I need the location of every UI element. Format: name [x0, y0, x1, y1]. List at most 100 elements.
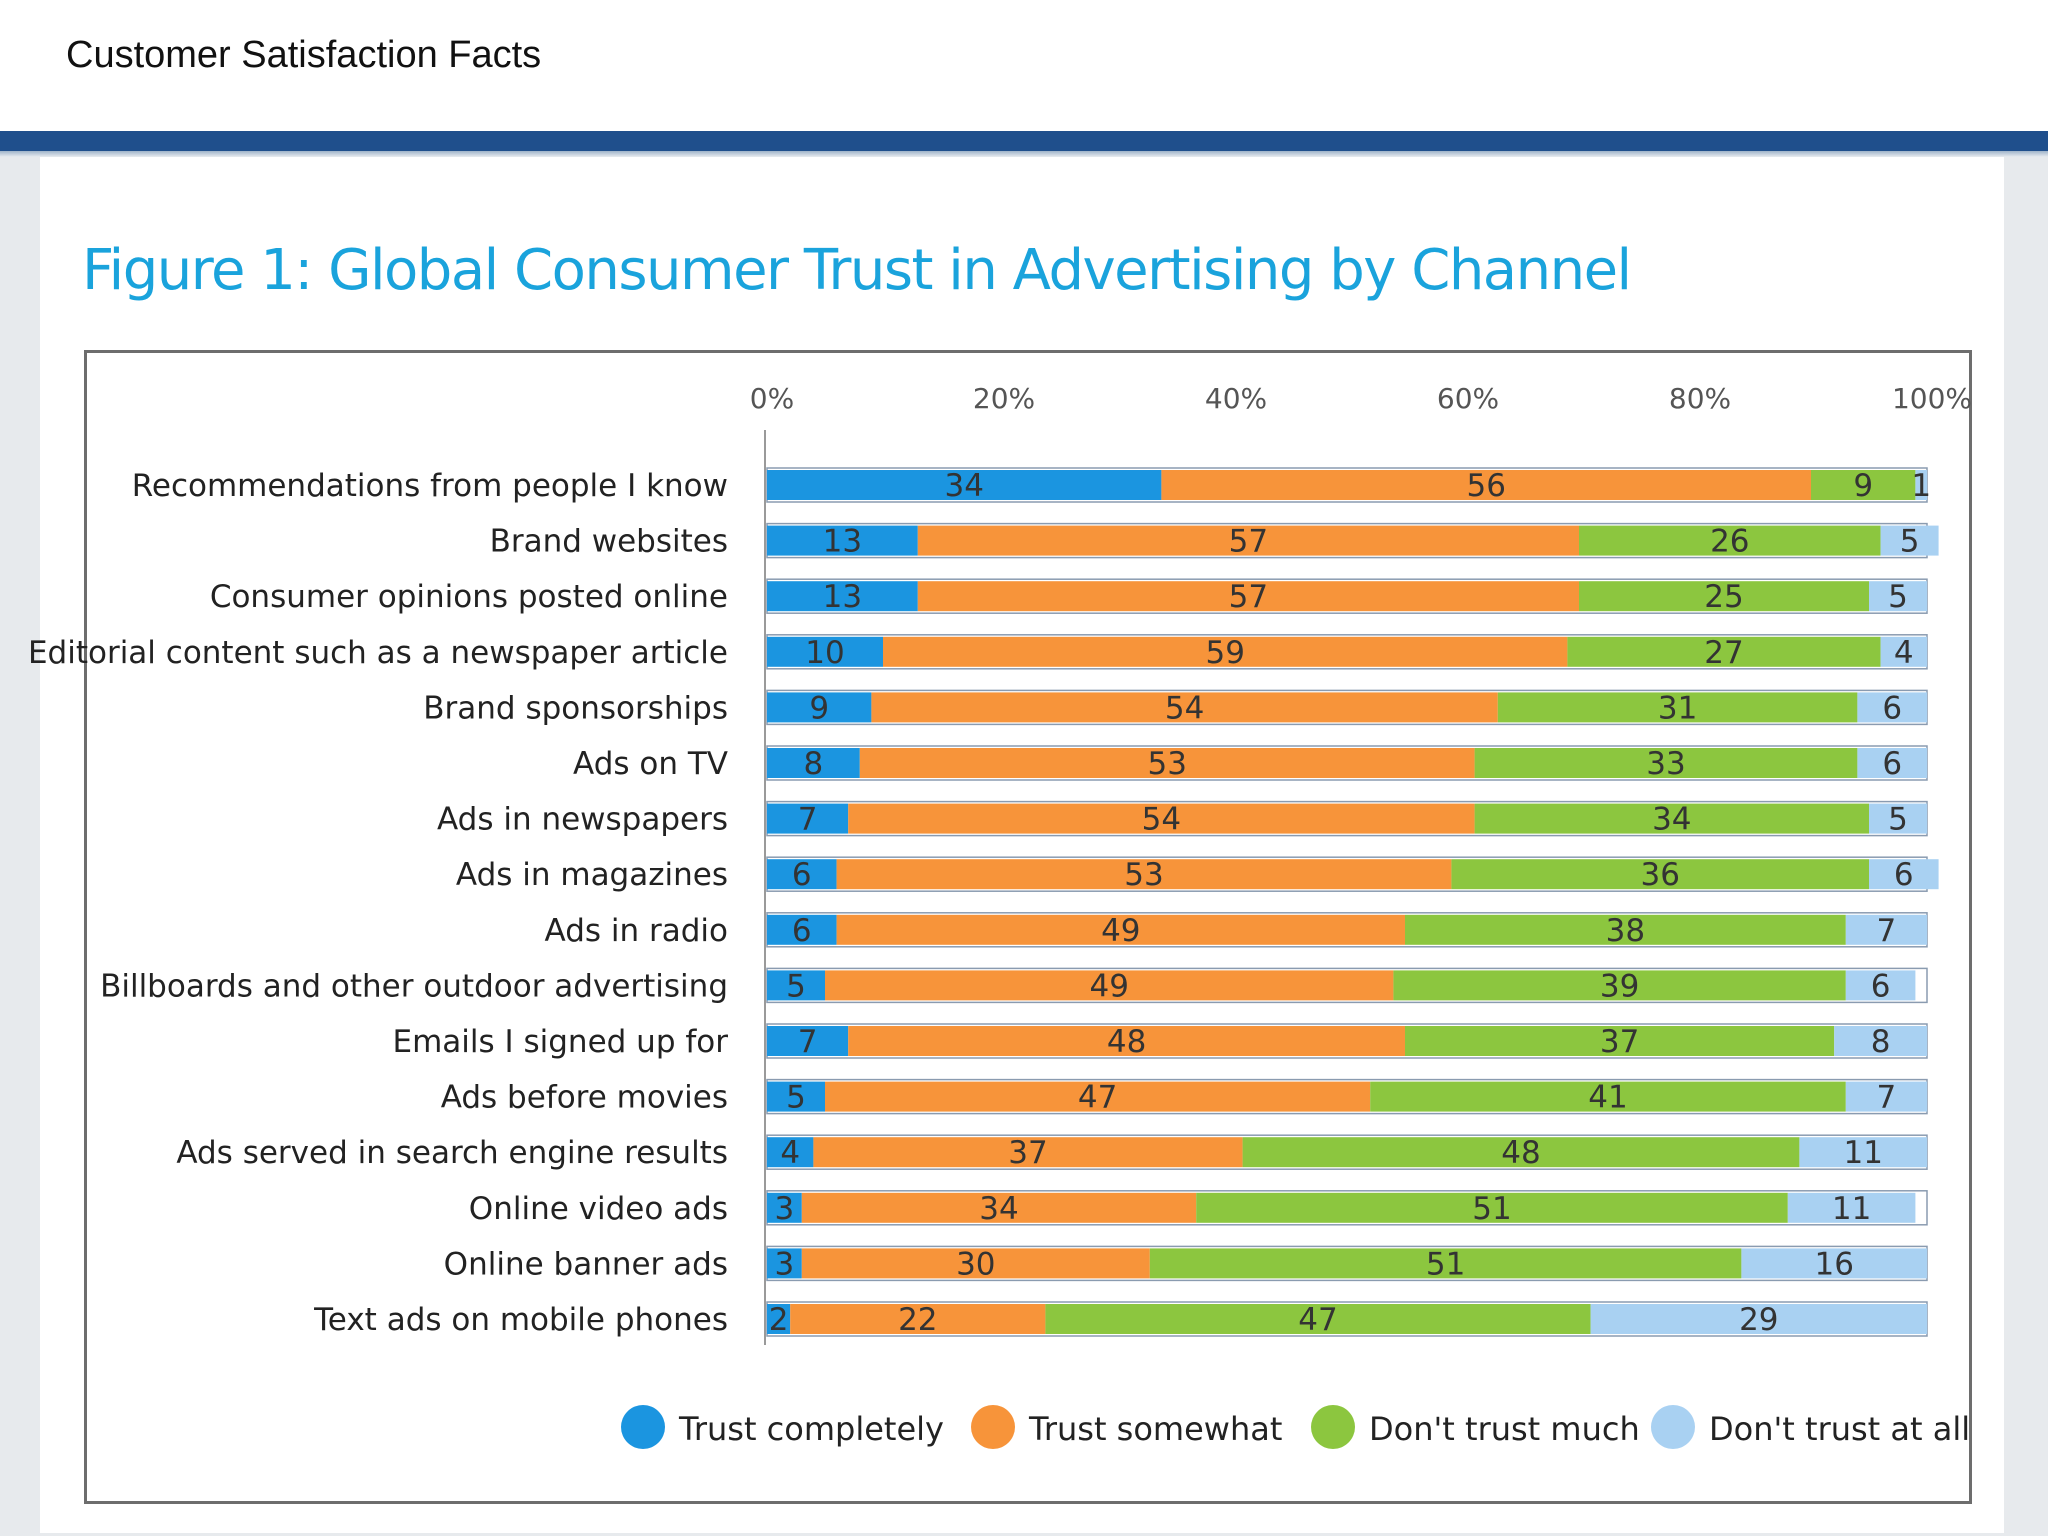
category-label: Editorial content such as a newspaper ar… — [28, 635, 728, 671]
bar-value-label: 49 — [1101, 913, 1140, 949]
bar-value-label: 59 — [1205, 635, 1244, 671]
bar-value-label: 53 — [1147, 746, 1186, 782]
bar-segment — [1880, 636, 1927, 667]
bar-value-label: 53 — [1124, 857, 1163, 893]
bar-value-label: 6 — [1882, 690, 1902, 726]
bar-value-label: 51 — [1472, 1191, 1511, 1227]
bar-value-label: 6 — [1882, 746, 1902, 782]
bar-segment — [767, 525, 918, 556]
bar-value-label: 47 — [1298, 1302, 1337, 1338]
bar-value-label: 30 — [956, 1246, 995, 1282]
bar-value-label: 2 — [769, 1302, 789, 1338]
bar-value-label: 22 — [898, 1302, 937, 1338]
bar-value-label: 1 — [1911, 468, 1931, 504]
bar-value-label: 5 — [1888, 802, 1908, 838]
bar-value-label: 34 — [1652, 802, 1691, 838]
bar-segment — [1869, 581, 1927, 612]
bar-segment — [767, 914, 837, 945]
legend-label: Don't trust at all — [1709, 1410, 1970, 1448]
bar-segment — [1451, 859, 1869, 890]
bar-segment — [1405, 1026, 1835, 1056]
bar-value-label: 38 — [1606, 913, 1645, 949]
bar-segment — [1474, 748, 1858, 778]
bar-value-label: 54 — [1165, 690, 1204, 726]
header-shadow — [0, 151, 2048, 157]
bar-value-label: 3 — [775, 1246, 795, 1282]
bar-segment — [767, 1248, 802, 1279]
bar-value-label: 8 — [1871, 1024, 1891, 1060]
x-tick-label: 60% — [1437, 382, 1499, 415]
bar-segment — [767, 581, 918, 612]
bar-segment — [848, 803, 1475, 834]
category-label: Ads served in search engine results — [176, 1135, 728, 1171]
bar-value-label: 57 — [1229, 579, 1268, 615]
bar-value-label: 31 — [1658, 690, 1697, 726]
bar-segment — [825, 970, 1394, 1001]
bar-value-label: 37 — [1008, 1135, 1047, 1171]
category-label: Ads in radio — [545, 913, 728, 949]
figure-title: Figure 1: Global Consumer Trust in Adver… — [82, 238, 1632, 303]
bar-value-label: 5 — [786, 1080, 806, 1116]
bar-segment — [1845, 970, 1916, 1001]
bar-segment — [1393, 970, 1846, 1001]
bar-segment — [1869, 803, 1927, 834]
bar-value-label: 47 — [1078, 1080, 1117, 1116]
bar-segment — [1579, 525, 1881, 556]
bar-segment — [836, 914, 1405, 945]
bar-value-label: 57 — [1229, 524, 1268, 560]
x-tick-label: 20% — [973, 382, 1035, 415]
bar-segment — [848, 1026, 1405, 1056]
bar-segment — [767, 803, 849, 834]
legend-label: Don't trust much — [1369, 1410, 1640, 1448]
bar-value-label: 27 — [1704, 635, 1743, 671]
bar-value-label: 7 — [798, 1024, 818, 1060]
bar-segment — [1196, 1192, 1788, 1223]
bar-value-label: 4 — [780, 1135, 800, 1171]
bar-segment — [1880, 525, 1939, 556]
bar-value-label: 11 — [1843, 1135, 1882, 1171]
bar-segment — [1869, 859, 1939, 890]
bar-value-label: 6 — [792, 913, 812, 949]
bar-segment — [1149, 1248, 1742, 1279]
bar-segment — [859, 748, 1475, 778]
bar-segment — [767, 470, 1162, 500]
bar-segment — [1741, 1248, 1927, 1279]
bar-value-label: 41 — [1588, 1080, 1627, 1116]
bar-value-label: 49 — [1089, 968, 1128, 1004]
bar-segment — [1567, 636, 1881, 667]
bar-segment — [1579, 581, 1869, 612]
bar-segment — [1915, 470, 1927, 500]
bar-segment — [767, 970, 825, 1001]
bar-value-label: 16 — [1814, 1246, 1853, 1282]
x-tick-label: 40% — [1205, 382, 1267, 415]
bar-value-label: 54 — [1142, 802, 1181, 838]
bar-segment — [1857, 692, 1927, 723]
bar-segment — [883, 636, 1568, 667]
bar-value-label: 56 — [1466, 468, 1505, 504]
bar-segment — [1787, 1192, 1916, 1223]
bar-value-label: 51 — [1426, 1246, 1465, 1282]
legend-label: Trust completely — [678, 1410, 944, 1448]
bar-segment — [767, 1304, 791, 1334]
slide-title: Customer Satisfaction Facts — [66, 34, 542, 76]
bar-value-label: 9 — [1853, 468, 1873, 504]
bar-value-label: 6 — [1894, 857, 1914, 893]
bar-segment — [801, 1192, 1197, 1223]
category-label: Online banner ads — [444, 1246, 728, 1282]
legend-marker — [621, 1405, 665, 1449]
bar-value-label: 11 — [1832, 1191, 1871, 1227]
bar-segment — [767, 859, 837, 890]
bar-segment — [1834, 1026, 1927, 1056]
bar-value-label: 5 — [786, 968, 806, 1004]
bar-value-label: 26 — [1710, 524, 1749, 560]
bar-value-label: 6 — [1871, 968, 1891, 1004]
bar-value-label: 36 — [1640, 857, 1679, 893]
x-tick-label: 100% — [1892, 382, 1972, 415]
category-label: Consumer opinions posted online — [210, 579, 728, 615]
bar-segment — [1474, 803, 1869, 834]
category-label: Ads before movies — [441, 1080, 728, 1116]
bar-segment — [767, 1137, 814, 1168]
bar-value-label: 34 — [979, 1191, 1018, 1227]
bar-value-label: 10 — [805, 635, 844, 671]
bar-value-label: 9 — [809, 690, 829, 726]
